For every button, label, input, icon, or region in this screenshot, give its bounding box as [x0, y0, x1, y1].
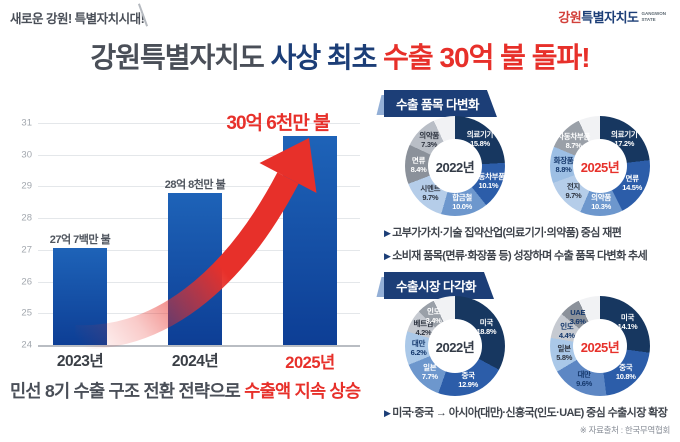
section-items-badge: 수출 품목 다변화: [384, 90, 497, 117]
segment-label-중국: 중국 10.8%: [615, 362, 636, 381]
header-tagline: 새로운 강원! 특별자치시대!: [10, 12, 145, 26]
gridline-30: [38, 154, 360, 156]
segment-label-일본: 일본 7.7%: [421, 363, 438, 382]
bullet-market-1: 미국·중국 → 아시아(대만)·신흥국(인도·UAE) 중심 수출시장 확장: [384, 404, 676, 420]
segment-label-의료기기: 의료기기 15.8%: [466, 130, 494, 149]
gridline-31: [38, 123, 360, 124]
x-label-2024년: 2024년: [171, 353, 219, 370]
donut-center-label: 2022년: [428, 139, 482, 193]
strategy-gray: 민선 8기 수출 구조 전환 전략으로: [10, 381, 241, 401]
segment-label-면류: 면류 8.4%: [410, 155, 427, 174]
segment-label-대만: 대만 9.6%: [576, 369, 593, 388]
donut-markets-2022: 미국 18.8% 중국 12.9% 일본 7.7% 대만 6.2% 베트남 4.2% 인도 3.4% 2…: [405, 296, 505, 396]
page-title: 강원특별자치도 사상 최초 수출 30억 불 돌파!: [0, 36, 680, 76]
bullet-item-2: 소비재 품목(면류·화장품 등) 성장하며 수출 품목 다변화 추세: [384, 247, 676, 263]
donut-markets-2025: 미국 14.1% 중국 10.8% 대만 9.6% 일본 5.8% 인도 4.4% UAE 3.6% 2…: [550, 296, 650, 396]
segment-label-합금철: 합금철 10.0%: [452, 192, 473, 211]
growth-arrow: [74, 138, 317, 350]
y-tick-27: 27: [21, 244, 32, 256]
logo-brand-navy: 특별자치도: [581, 10, 639, 25]
segment-label-의료기기: 의료기기 17.2%: [611, 129, 638, 148]
title-gray: 강원특별자치도: [90, 42, 264, 73]
section-items-header: 수출 품목 다변화: [376, 90, 497, 112]
section-markets-bullets: 미국·중국 → 아시아(대만)·신흥국(인도·UAE) 중심 수출시장 확장: [384, 404, 676, 427]
segment-label-인도: 인도 4.4%: [558, 321, 575, 340]
x-label-2025년: 2025년: [285, 354, 335, 372]
y-tick-25: 25: [21, 307, 32, 319]
segment-label-베트남: 베트남 4.2%: [413, 318, 434, 337]
section-items-bullets: 고부가가치·기술 집약산업(의료기기·의약품) 중심 재편 소비재 품목(면류·…: [384, 224, 676, 270]
x-label-2023년: 2023년: [56, 353, 104, 370]
y-tick-31: 31: [21, 117, 32, 129]
segment-label-자동차부품: 자동차부품 8.7%: [557, 131, 591, 150]
segment-label-시멘트: 시멘트 9.7%: [420, 183, 441, 202]
segment-label-의약품: 의약품 10.3%: [591, 193, 611, 212]
segment-label-인도: 인도 3.4%: [425, 307, 442, 326]
logo-brand-text: 강원특별자치도: [558, 7, 639, 26]
donut-center-label: 2025년: [573, 319, 627, 373]
y-tick-30: 30: [21, 149, 32, 161]
donut-items-2022: 의료기기 15.8% 자동차부품 10.1% 합금철 10.0% 시멘트 9.7% 면류 8.4%…: [405, 116, 505, 216]
section-markets-header: 수출시장 다각화: [376, 272, 494, 294]
segment-label-전지: 전지 9.7%: [565, 182, 582, 201]
bar-value-2023년: 27억 7백만 불: [49, 233, 111, 246]
gridline-24: [38, 345, 360, 347]
segment-label-미국: 미국 18.8%: [476, 318, 497, 337]
segment-label-일본: 일본 5.8%: [556, 343, 573, 362]
title-red: 수출 30억 불 돌파!: [383, 42, 590, 73]
title-navy: 사상 최초: [270, 42, 378, 73]
segment-label-면류: 면류 14.5%: [622, 174, 643, 193]
gridline-29: [38, 186, 360, 188]
logo-subtext: GANGWON STATE: [642, 11, 667, 22]
bar-annotation-2025: 30억 6천만 불: [226, 113, 330, 134]
donut-center-label: 2025년: [573, 139, 627, 193]
gangwon-state-logo: 강원특별자치도 GANGWON STATE: [558, 7, 666, 26]
segment-label-대만: 대만 6.2%: [410, 338, 427, 357]
export-bar-chart: 24 25 26 27 28 29 30 31 30억 6천만 불 2023년 2024년 202…: [12, 96, 364, 372]
y-tick-26: 26: [21, 276, 32, 288]
bullet-item-1: 고부가가치·기술 집약산업(의료기기·의약품) 중심 재편: [384, 224, 676, 240]
strategy-caption: 민선 8기 수출 구조 전환 전략으로 수출액 지속 상승: [10, 378, 361, 403]
y-tick-24: 24: [21, 339, 32, 351]
segment-label-자동차부품: 자동차부품 10.1%: [471, 171, 505, 190]
y-tick-29: 29: [21, 180, 32, 192]
y-tick-28: 28: [21, 212, 32, 224]
segment-label-중국: 중국 12.9%: [458, 371, 479, 390]
section-markets-badge: 수출시장 다각화: [384, 272, 494, 299]
data-source: ※ 자료출처 : 한국무역협회: [579, 425, 671, 435]
donut-items-2025: 의료기기 17.2% 면류 14.5% 의약품 10.3% 전지 9.7% 화장품 8.8% 자동차…: [550, 116, 650, 216]
logo-sub1: GANGWON: [641, 11, 667, 17]
segment-label-UAE: UAE 3.6%: [569, 308, 586, 327]
logo-sub2: STATE: [641, 16, 656, 22]
donut-center-label: 2022년: [428, 319, 482, 373]
segment-label-미국: 미국 14.1%: [617, 312, 638, 331]
segment-label-의약품: 의약품 7.3%: [419, 131, 440, 150]
bar-value-2024년: 28억 8천만 불: [164, 178, 226, 191]
logo-brand-red: 강원: [558, 10, 582, 25]
strategy-red: 수출액 지속 상승: [244, 381, 361, 401]
segment-label-화장품: 화장품 8.8%: [553, 156, 574, 175]
